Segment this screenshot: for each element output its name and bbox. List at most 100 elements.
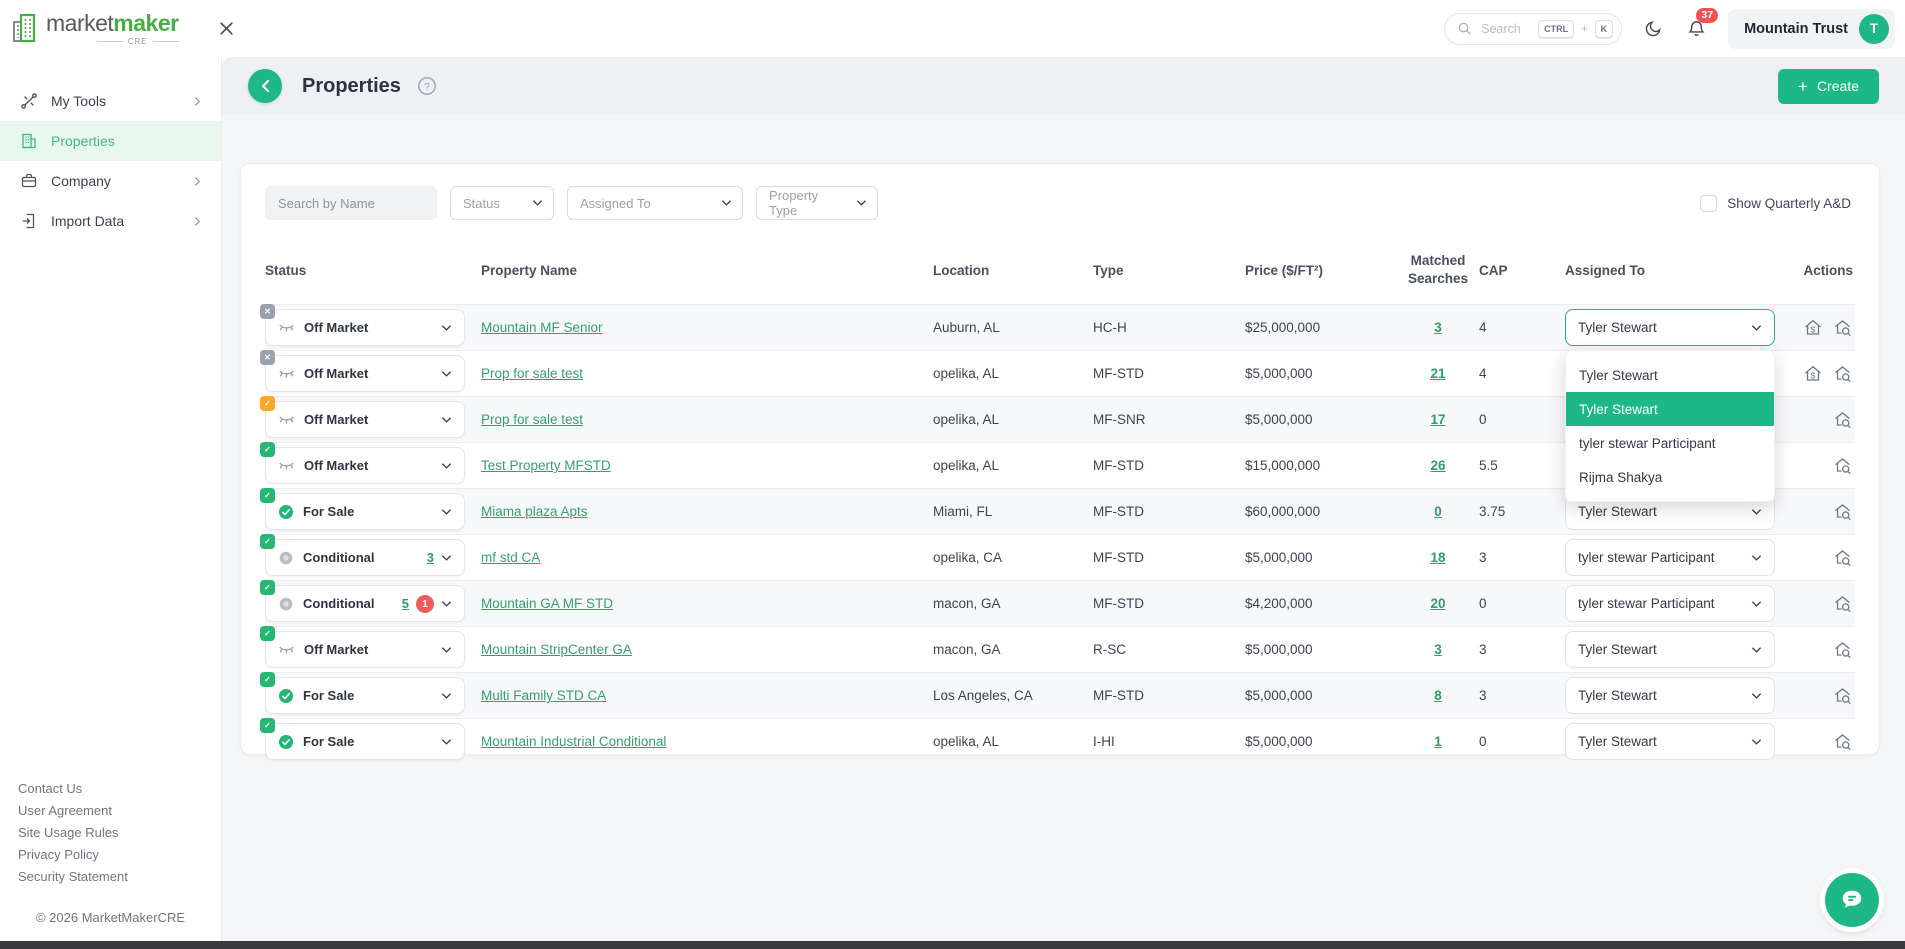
assigned-to-select[interactable]: tyler stewar Participant [1565,539,1775,577]
page-header: Properties ? + Create [222,57,1905,115]
chevron-down-icon [1751,554,1762,562]
price-cell: $5,000,000 [1245,550,1313,566]
search-icon [1457,21,1472,36]
home-search-icon[interactable] [1833,456,1853,476]
footer-link[interactable]: Contact Us [18,781,83,796]
page-title: Properties [302,74,401,97]
home-search-icon[interactable] [1833,686,1853,706]
footer-link[interactable]: Site Usage Rules [18,825,119,840]
type-cell: MF-STD [1093,504,1144,520]
notifications-button[interactable]: 37 [1685,8,1719,40]
status-select[interactable]: ✓ Off Market [260,626,465,669]
status-filter[interactable]: Status [450,186,554,220]
dropdown-option[interactable]: Tyler Stewart [1566,392,1774,427]
home-dollar-icon[interactable]: $ [1803,364,1823,384]
home-search-icon[interactable] [1833,318,1853,338]
property-name-link[interactable]: Test Property MFSTD [481,458,611,474]
assigned-to-select[interactable]: Tyler Stewart [1565,309,1775,347]
price-cell: $25,000,000 [1245,320,1321,336]
matched-searches-link[interactable]: 8 [1434,688,1442,704]
property-name-link[interactable]: Mountain GA MF STD [481,596,614,612]
matched-searches-link[interactable]: 1 [1434,734,1442,750]
property-type-filter[interactable]: Property Type [756,186,878,220]
show-quarterly-checkbox[interactable] [1700,194,1718,212]
property-name-link[interactable]: Prop for sale test [481,412,584,428]
sidebar-item-import-data[interactable]: Import Data [0,201,221,241]
status-select[interactable]: ✓ Conditional 5 1 [260,580,465,623]
status-select[interactable]: ✓ Off Market [260,442,465,485]
status-corner-badge: ✓ [260,626,275,642]
footer-link[interactable]: User Agreement [18,803,112,818]
matched-searches-link[interactable]: 17 [1430,412,1446,428]
home-search-icon[interactable] [1833,548,1853,568]
briefcase-icon [20,172,38,190]
status-label: Off Market [304,320,369,336]
status-select[interactable]: ✓ Conditional 3 [260,534,465,577]
help-icon[interactable]: ? [417,76,437,96]
status-count-link[interactable]: 3 [426,550,434,566]
assigned-to-select[interactable]: Tyler Stewart [1565,677,1775,715]
footer-link[interactable]: Privacy Policy [18,847,99,862]
close-icon[interactable] [215,17,238,40]
status-select[interactable]: ✓ Off Market [260,396,465,439]
matched-searches-link[interactable]: 3 [1434,642,1442,658]
status-count-link[interactable]: 5 [401,596,409,612]
home-search-icon[interactable] [1833,364,1853,384]
property-name-link[interactable]: Mountain MF Senior [481,320,603,336]
status-select[interactable]: ✓ For Sale [260,672,465,715]
property-name-link[interactable]: Miama plaza Apts [481,504,588,520]
matched-searches-link[interactable]: 0 [1434,504,1442,520]
status-select[interactable]: ✓ For Sale [260,488,465,531]
global-search[interactable]: CTRL + K [1444,12,1623,45]
global-search-input[interactable] [1479,20,1532,37]
assigned-to-filter[interactable]: Assigned To [567,186,743,220]
assigned-cell: Tyler Stewart [1565,677,1801,715]
user-menu[interactable]: Mountain Trust T [1728,8,1895,49]
status-select[interactable]: ✕ Off Market [260,350,465,393]
home-dollar-icon[interactable]: $ [1803,318,1823,338]
sidebar-item-company[interactable]: Company [0,161,221,201]
price-cell: $5,000,000 [1245,688,1313,704]
property-name-link[interactable]: Multi Family STD CA [481,688,607,704]
chevron-down-icon [441,508,452,516]
location-cell: opelika, AL [933,458,1000,474]
home-search-icon[interactable] [1833,732,1853,752]
chevron-down-icon [1751,646,1762,654]
property-name-link[interactable]: Mountain Industrial Conditional [481,734,667,750]
back-button[interactable] [248,69,282,103]
home-search-icon[interactable] [1833,410,1853,430]
assigned-cell: Tyler Stewart [1565,723,1801,761]
assigned-to-select[interactable]: Tyler Stewart [1565,723,1775,761]
matched-searches-link[interactable]: 20 [1430,596,1446,612]
app-logo[interactable]: market maker CRE [12,11,179,46]
status-select[interactable]: ✕ Off Market [260,304,465,347]
matched-searches-link[interactable]: 26 [1430,458,1446,474]
sidebar-item-properties[interactable]: Properties [0,121,221,161]
property-name-link[interactable]: Prop for sale test [481,366,584,382]
matched-searches-link[interactable]: 3 [1434,320,1442,336]
assigned-to-select[interactable]: Tyler Stewart [1565,631,1775,669]
home-search-icon[interactable] [1833,594,1853,614]
home-search-icon[interactable] [1833,502,1853,522]
assigned-to-value: Tyler Stewart [1578,642,1657,658]
home-search-icon[interactable] [1833,640,1853,660]
search-by-name-input[interactable] [265,186,437,220]
dark-mode-toggle[interactable] [1642,17,1665,40]
footer-link[interactable]: Security Statement [18,869,128,884]
table-row: ✓ Off Market Test Property MFSTD opelika… [260,442,1855,488]
matched-searches-link[interactable]: 18 [1430,550,1446,566]
status-select[interactable]: ✓ For Sale [260,718,465,761]
chat-button[interactable] [1825,873,1879,927]
matched-searches-link[interactable]: 21 [1430,366,1446,382]
price-cell: $5,000,000 [1245,412,1313,428]
property-name-link[interactable]: mf std CA [481,550,541,566]
dropdown-option[interactable]: Rijma Shakya [1579,469,1663,485]
assigned-to-select[interactable]: tyler stewar Participant [1565,585,1775,623]
type-cell: MF-STD [1093,458,1144,474]
footer-links: Contact Us User Agreement Site Usage Rules… [0,781,221,884]
create-button[interactable]: + Create [1778,68,1879,104]
property-name-link[interactable]: Mountain StripCenter GA [481,642,632,658]
sidebar-item-my-tools[interactable]: My Tools [0,81,221,121]
dropdown-option[interactable]: tyler stewar Participant [1579,435,1716,451]
dropdown-option[interactable]: Tyler Stewart [1579,367,1658,383]
